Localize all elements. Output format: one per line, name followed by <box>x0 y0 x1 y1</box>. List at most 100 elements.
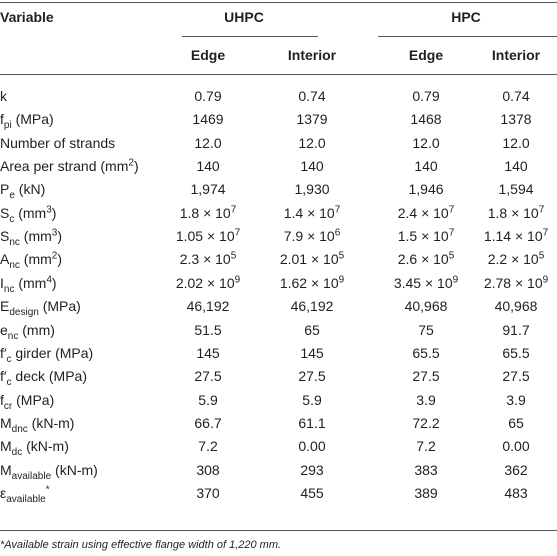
superscript: 2 <box>128 157 134 169</box>
group-header: UHPC <box>224 9 264 25</box>
row-label: Number of strands <box>0 134 115 152</box>
text-part: M <box>0 414 12 431</box>
text-part: 2.01 × 10 <box>279 251 339 268</box>
row-label: Inc (mm4) <box>0 274 57 295</box>
superscript: 5 <box>230 250 237 262</box>
cell-value: 2.3 × 105 <box>180 250 237 268</box>
subscript: nc <box>7 330 19 342</box>
text-part: e <box>0 321 8 338</box>
cell-value: 2.4 × 107 <box>398 204 455 222</box>
cell-value: 0.79 <box>194 88 222 104</box>
cell-value: 2.01 × 105 <box>280 250 344 268</box>
superscript: 2 <box>51 250 58 262</box>
text-part: (mm) <box>18 321 55 338</box>
text-part: (MPa) <box>11 111 54 128</box>
superscript: 9 <box>452 274 459 286</box>
row-label: Edesign (MPa) <box>0 297 81 318</box>
text-part: (mm <box>14 204 47 221</box>
subscript: design <box>9 306 39 318</box>
column-header: Interior <box>287 47 337 63</box>
text-part: 1.05 × 10 <box>175 228 235 245</box>
cell-value: 46,192 <box>186 298 230 315</box>
subscript: nc <box>9 260 20 272</box>
cell-value: 0.00 <box>502 438 530 455</box>
text-part: (kN) <box>14 181 46 198</box>
text-part: 1.8 × 10 <box>179 204 231 221</box>
row-label: enc (mm) <box>0 321 55 342</box>
cell-value: 455 <box>300 484 324 501</box>
text-part: (kN-m) <box>51 461 98 478</box>
superscript: 5 <box>538 250 545 262</box>
text-part: E <box>0 298 10 315</box>
subscript: available <box>6 493 46 505</box>
cell-value: 0.00 <box>298 438 326 455</box>
row-label: Mdnc (kN-m) <box>0 414 74 434</box>
row-label: fpi (MPa) <box>0 110 54 130</box>
text-part: deck (MPa) <box>11 368 87 385</box>
subscript: dc <box>11 447 23 459</box>
text-part: f′ <box>0 344 7 361</box>
text-part: f <box>0 391 4 408</box>
cell-value: 1,930 <box>294 181 330 198</box>
superscript: 6 <box>334 227 341 239</box>
cell-value: 140 <box>414 158 438 175</box>
superscript: 7 <box>230 204 237 216</box>
subscript: c <box>6 376 12 388</box>
text-part: 7.9 × 10 <box>283 228 335 245</box>
superscript: 7 <box>334 204 341 216</box>
cell-value: 389 <box>414 484 438 501</box>
cell-value: 140 <box>504 158 528 175</box>
cell-value: 145 <box>196 344 220 361</box>
cell-value: 0.74 <box>502 88 530 104</box>
row-label: f′c deck (MPa) <box>0 367 87 388</box>
text-part: ) <box>57 251 63 268</box>
cell-value: 27.5 <box>412 368 440 385</box>
cell-value: 12.0 <box>194 134 222 151</box>
text-part: (mm <box>19 228 52 245</box>
text-part: 2.02 × 10 <box>175 274 235 291</box>
subscript: c <box>9 213 15 225</box>
text-part: 1.5 × 10 <box>397 228 449 245</box>
cell-value: 2.78 × 109 <box>484 274 548 292</box>
cell-value: 12.0 <box>298 134 326 151</box>
cell-value: 308 <box>196 461 220 478</box>
text-part: S <box>0 228 10 245</box>
cell-value: 51.5 <box>194 321 222 338</box>
subscript: e <box>9 190 15 202</box>
column-header: Edge <box>408 47 444 63</box>
text-part: f′ <box>0 368 7 385</box>
cell-value: 3.9 <box>506 391 526 408</box>
text-part: ) <box>133 158 139 175</box>
row-label: Mdc (kN-m) <box>0 437 69 459</box>
text-part: ) <box>51 204 57 221</box>
cell-value: 1378 <box>500 111 532 128</box>
cell-value: 65.5 <box>412 344 440 361</box>
cell-value: 7.9 × 106 <box>284 227 341 245</box>
cell-value: 2.02 × 109 <box>176 274 240 292</box>
cell-value: 12.0 <box>502 134 530 151</box>
bottom-rule <box>0 530 557 531</box>
cell-value: 46,192 <box>290 298 334 315</box>
text-part: 1.8 × 10 <box>487 204 539 221</box>
cell-value: 362 <box>504 461 528 478</box>
cell-value: 1.14 × 107 <box>484 227 548 245</box>
cell-value: 1.5 × 107 <box>398 227 455 245</box>
cell-value: 27.5 <box>502 368 530 385</box>
cell-value: 65 <box>304 321 320 338</box>
cell-value: 140 <box>300 158 324 175</box>
cell-value: 7.2 <box>416 438 436 455</box>
cell-value: 27.5 <box>194 368 222 385</box>
cell-value: 370 <box>196 484 220 501</box>
superscript: 9 <box>234 274 241 286</box>
cell-value: 40,968 <box>494 298 538 315</box>
superscript: 3 <box>46 204 52 216</box>
cell-value: 1.05 × 107 <box>176 227 240 245</box>
cell-value: 383 <box>414 461 438 478</box>
subscript: nc <box>9 236 20 248</box>
text-part: M <box>0 461 12 478</box>
superscript: 7 <box>538 204 545 216</box>
cell-value: 72.2 <box>412 414 440 431</box>
row-label: Sc (mm3) <box>0 204 57 225</box>
subscript: nc <box>3 283 15 295</box>
row-label: Area per strand (mm2) <box>0 157 139 175</box>
